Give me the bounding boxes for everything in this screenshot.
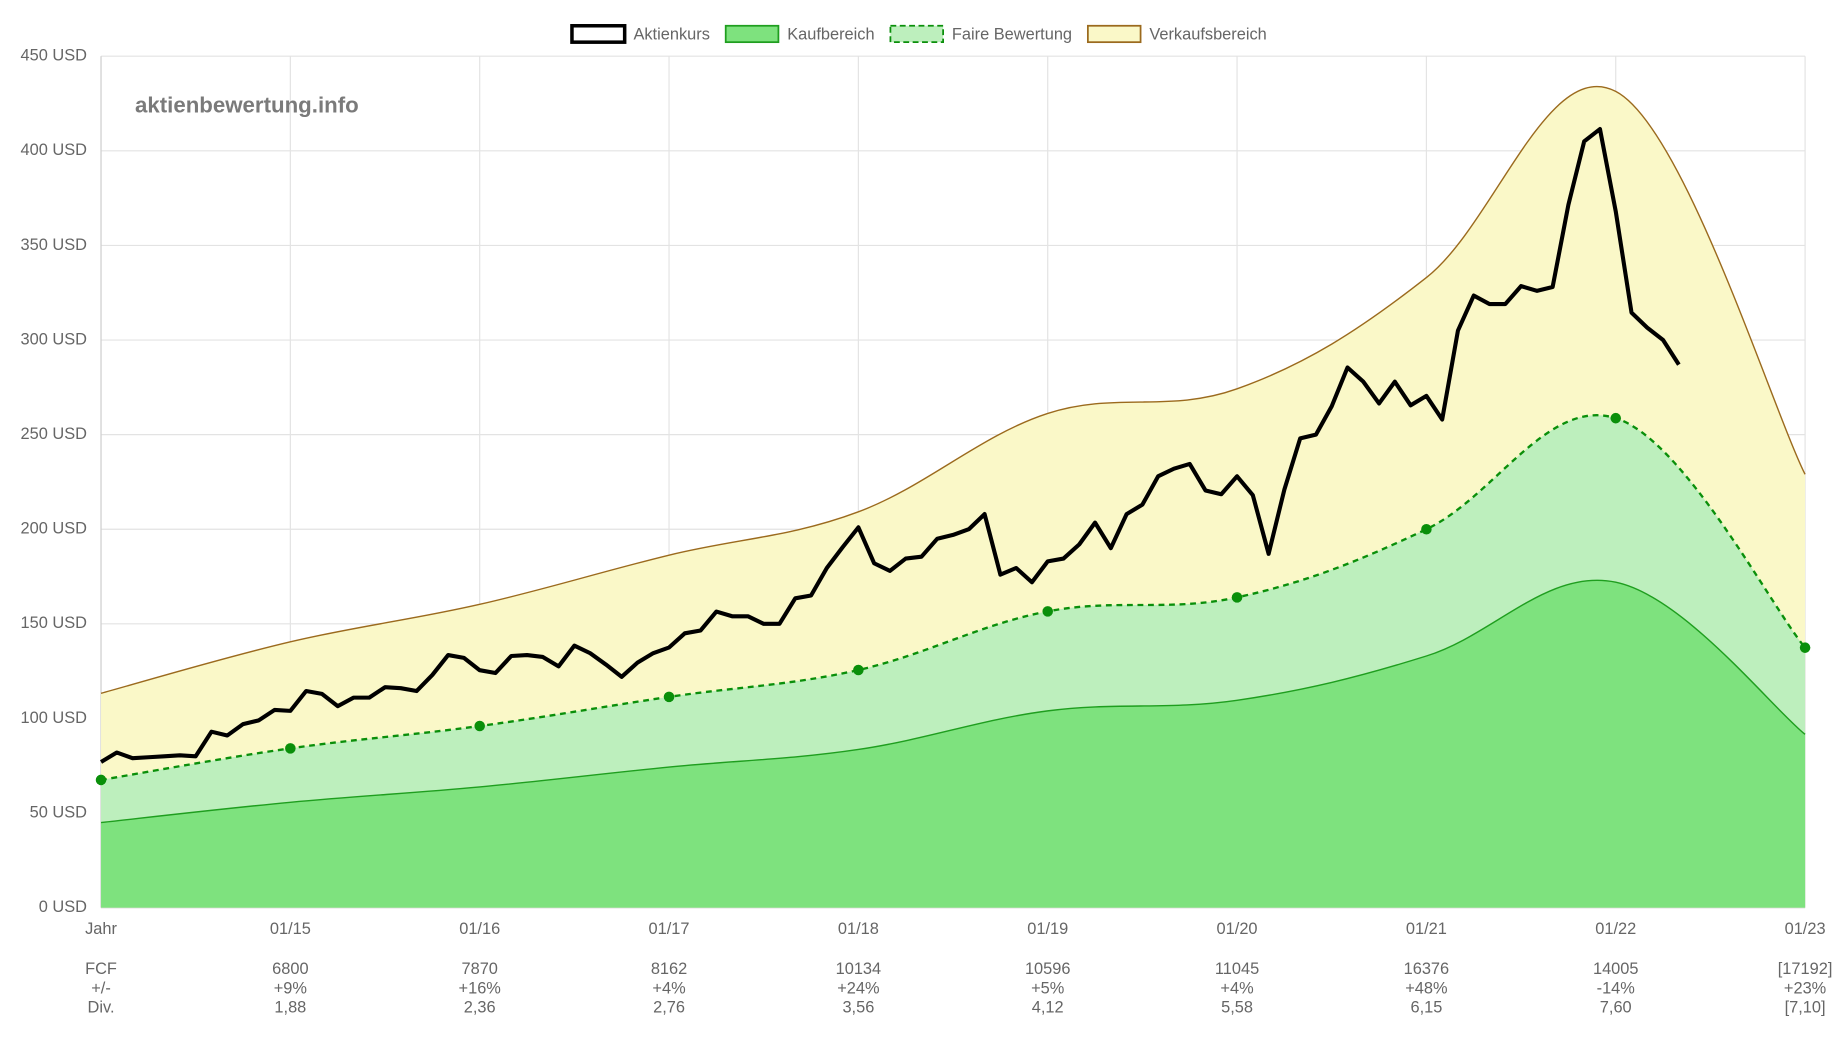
table-cell: [17192] [1778,960,1833,978]
area-line [100,579,1806,824]
x-tick-label: 01/21 [1406,920,1447,938]
table-cell: 16376 [1404,960,1450,978]
marker [1421,523,1432,535]
table-row-label: +/- [91,979,111,997]
x-tick-label: 01/23 [1785,920,1826,938]
legend-swatch [889,24,944,44]
marker [1610,412,1622,424]
x-tick-label: 01/17 [649,920,690,938]
table-cell: 10134 [836,960,882,978]
y-tick-label: 350 USD [21,236,88,254]
legend: Aktienkurs Kaufbereich Faire Bewertung Verk… [570,24,1267,44]
table-cell: 8162 [651,960,687,978]
table-cell: +24% [837,979,879,997]
x-tick-label: 01/16 [459,920,500,938]
x-tick-label: Jahr [85,920,117,938]
table-cell: 1,88 [274,999,306,1017]
table-cell: 11045 [1215,960,1259,978]
table-cell: +9% [274,979,307,997]
marker [285,743,296,754]
table-cell: +23% [1784,979,1826,997]
y-tick-label: 200 USD [21,520,88,538]
marker [95,774,107,786]
table-cell: 4,12 [1032,999,1064,1017]
legend-swatch [1086,24,1142,44]
table-cell: +16% [459,979,501,997]
marker [1799,642,1811,653]
table-row-label: Div. [88,999,115,1017]
table-cell: +5% [1031,979,1064,997]
table-cell: 7870 [461,960,497,978]
x-tick-label: 01/22 [1595,920,1636,938]
area-line [100,414,1806,782]
x-tick-label: 01/15 [270,920,311,938]
table-cell: 6,15 [1410,999,1442,1017]
x-tick-label: 01/18 [838,920,879,938]
table-cell: 6800 [272,960,308,978]
price-line [99,127,1681,764]
legend-swatch [570,24,627,44]
table-cell: 3,56 [842,999,874,1017]
lines [95,85,1811,824]
legend-label: Aktienkurs [633,25,709,43]
watermark: aktienbewertung.info [135,92,359,117]
legend-label: Kaufbereich [787,25,874,43]
y-tick-label: 450 USD [21,47,88,65]
area [101,580,1806,908]
labels: aktienbewertung.info 0 USD 50 USD 100 USD 1… [21,47,1833,1017]
table-cell: 5,58 [1221,999,1253,1017]
x-tick-label: 01/20 [1217,920,1258,938]
y-tick-label: 250 USD [21,425,88,443]
table-cell: +4% [1220,979,1253,997]
y-tick-label: 0 USD [39,898,87,916]
table-cell: [7,10] [1785,999,1826,1017]
legend-swatch [724,24,780,44]
y-tick-label: 50 USD [30,803,88,821]
area-line [100,85,1806,694]
legend-label: Faire Bewertung [952,25,1072,43]
table-cell: 14005 [1593,960,1639,978]
marker [853,664,864,676]
y-tick-label: 100 USD [21,709,88,727]
table-row-label: FCF [85,960,117,978]
marker [1042,606,1053,617]
table-cell: 7,60 [1600,999,1632,1017]
table-cell: 2,36 [464,999,496,1017]
table-cell: -14% [1597,979,1635,997]
table-cell: +4% [652,979,685,997]
y-tick-label: 400 USD [21,141,88,159]
marker [663,691,675,703]
table-cell: 2,76 [653,999,685,1017]
x-tick-label: 01/19 [1027,920,1068,938]
areas [101,86,1806,908]
y-tick-label: 150 USD [21,614,88,632]
legend-label: Verkaufsbereich [1149,25,1266,43]
table-cell: 10596 [1025,960,1071,978]
table-cell: +48% [1405,979,1447,997]
marker [474,720,485,732]
marker [1231,592,1243,603]
y-tick-label: 300 USD [21,330,88,348]
